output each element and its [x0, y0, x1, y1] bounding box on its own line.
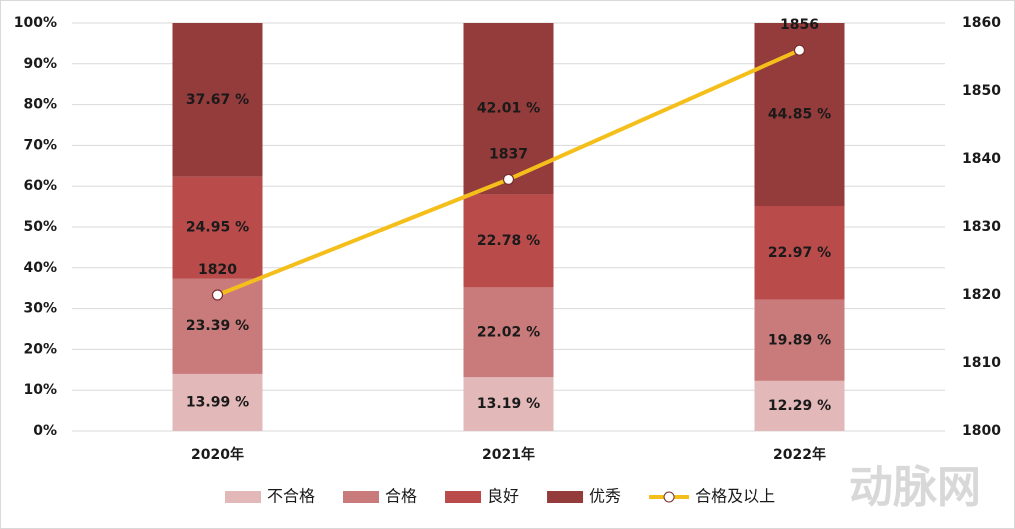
x-tick-label: 2021年	[482, 446, 535, 463]
y2-tick-label: 1860	[962, 15, 1001, 31]
y-tick-label: 40%	[23, 260, 57, 276]
line-marker	[502, 173, 515, 185]
y2-tick-label: 1850	[962, 83, 1001, 99]
y-tick-label: 50%	[23, 219, 57, 235]
line-label: 1856	[780, 17, 819, 33]
bar	[754, 380, 845, 431]
y-tick-label: 80%	[23, 97, 57, 113]
bar	[463, 377, 554, 431]
y-tick-label: 100%	[14, 15, 57, 31]
x-tick-label: 2022年	[773, 446, 826, 463]
y-tick-label: 90%	[23, 56, 57, 72]
watermark: 动脉网	[849, 462, 981, 513]
bar	[463, 287, 554, 378]
y2-tick-label: 1810	[962, 355, 1001, 371]
y2-tick-label: 1830	[962, 219, 1001, 235]
bar	[754, 299, 845, 381]
y-tick-label: 60%	[23, 178, 57, 194]
y-tick-label: 20%	[23, 341, 57, 357]
data-label: 12.29 %	[768, 398, 831, 414]
data-label: 23.39 %	[186, 318, 249, 334]
data-label: 22.02 %	[477, 324, 540, 340]
legend-swatch	[225, 491, 261, 503]
y2-tick-label: 1840	[962, 151, 1001, 167]
legend-swatch	[547, 491, 584, 503]
line-label: 1820	[198, 262, 237, 278]
data-label: 44.85 %	[768, 106, 831, 122]
data-label: 22.97 %	[768, 245, 831, 261]
bar	[754, 205, 845, 300]
data-label: 19.89 %	[768, 332, 831, 348]
y2-tick-label: 1820	[962, 287, 1001, 303]
data-label: 37.67 %	[186, 92, 249, 108]
bar	[463, 194, 554, 288]
legend-label: 优秀	[589, 487, 621, 506]
legend-label: 合格	[385, 487, 417, 506]
line-marker	[793, 44, 806, 56]
bar	[172, 176, 263, 279]
y-tick-label: 0%	[33, 423, 57, 439]
y-tick-label: 70%	[23, 137, 57, 153]
data-label: 22.78 %	[477, 233, 540, 249]
y-tick-label: 10%	[23, 382, 57, 398]
bar	[172, 23, 263, 177]
legend-label: 不合格	[267, 487, 315, 506]
line-label: 1837	[489, 146, 528, 162]
data-label: 24.95 %	[186, 220, 249, 236]
data-label: 42.01 %	[477, 101, 540, 117]
legend-swatch	[343, 491, 380, 503]
legend-swatch-marker	[663, 491, 675, 503]
legend-label: 良好	[487, 487, 519, 506]
legend-label: 合格及以上	[695, 487, 775, 506]
bar	[172, 373, 263, 431]
line-marker	[211, 289, 224, 301]
x-tick-label: 2020年	[191, 446, 244, 463]
data-label: 13.19 %	[477, 396, 540, 412]
data-label: 13.99 %	[186, 394, 249, 410]
y-tick-label: 30%	[23, 301, 57, 317]
y2-tick-label: 1800	[962, 423, 1001, 439]
legend-swatch	[445, 491, 482, 503]
